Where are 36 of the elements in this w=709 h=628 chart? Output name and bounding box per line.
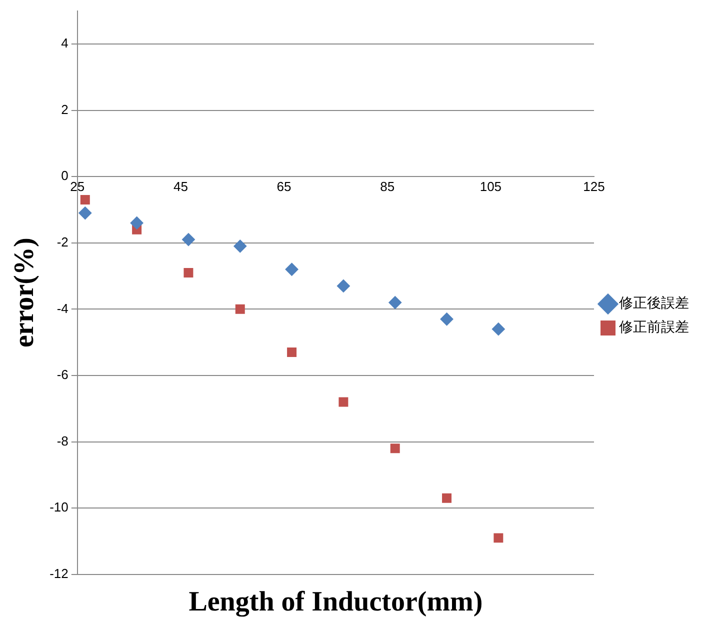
y-tick-label: 0 (61, 168, 68, 184)
y-tick-label: -10 (50, 500, 68, 515)
y-tick-label: -2 (56, 234, 68, 250)
x-tick-label: 65 (276, 178, 292, 194)
point (287, 348, 297, 358)
y-tick-label: -12 (50, 566, 68, 581)
x-axis-title: Length of Inductor(mm) (188, 586, 483, 618)
y-tick-label: -4 (56, 300, 68, 316)
point (78, 206, 92, 220)
point (235, 304, 245, 314)
x-tick-label: 85 (380, 178, 395, 194)
point (494, 533, 504, 543)
x-tick-label: 125 (583, 178, 605, 194)
y-tick-label: -6 (56, 367, 68, 382)
point (388, 296, 402, 310)
y-tick-label: 4 (61, 36, 68, 51)
point (440, 312, 454, 326)
x-tick-label: 105 (480, 178, 502, 194)
point (442, 493, 452, 503)
point (390, 444, 400, 454)
point (182, 233, 195, 246)
point (336, 279, 350, 292)
legend-label: 修正後誤差 (619, 296, 689, 312)
y-axis-title: error(%) (9, 238, 40, 348)
x-tick-label: 45 (173, 178, 188, 194)
legend-label: 修正前誤差 (619, 320, 689, 336)
point (234, 240, 247, 253)
y-tick-label: 2 (61, 102, 68, 117)
point (285, 262, 298, 276)
point (80, 195, 90, 205)
point (492, 322, 505, 336)
point (130, 216, 144, 230)
x-tick-label: 25 (70, 178, 85, 194)
y-tick-label: -8 (56, 433, 68, 448)
point (338, 397, 348, 407)
point (184, 268, 194, 278)
